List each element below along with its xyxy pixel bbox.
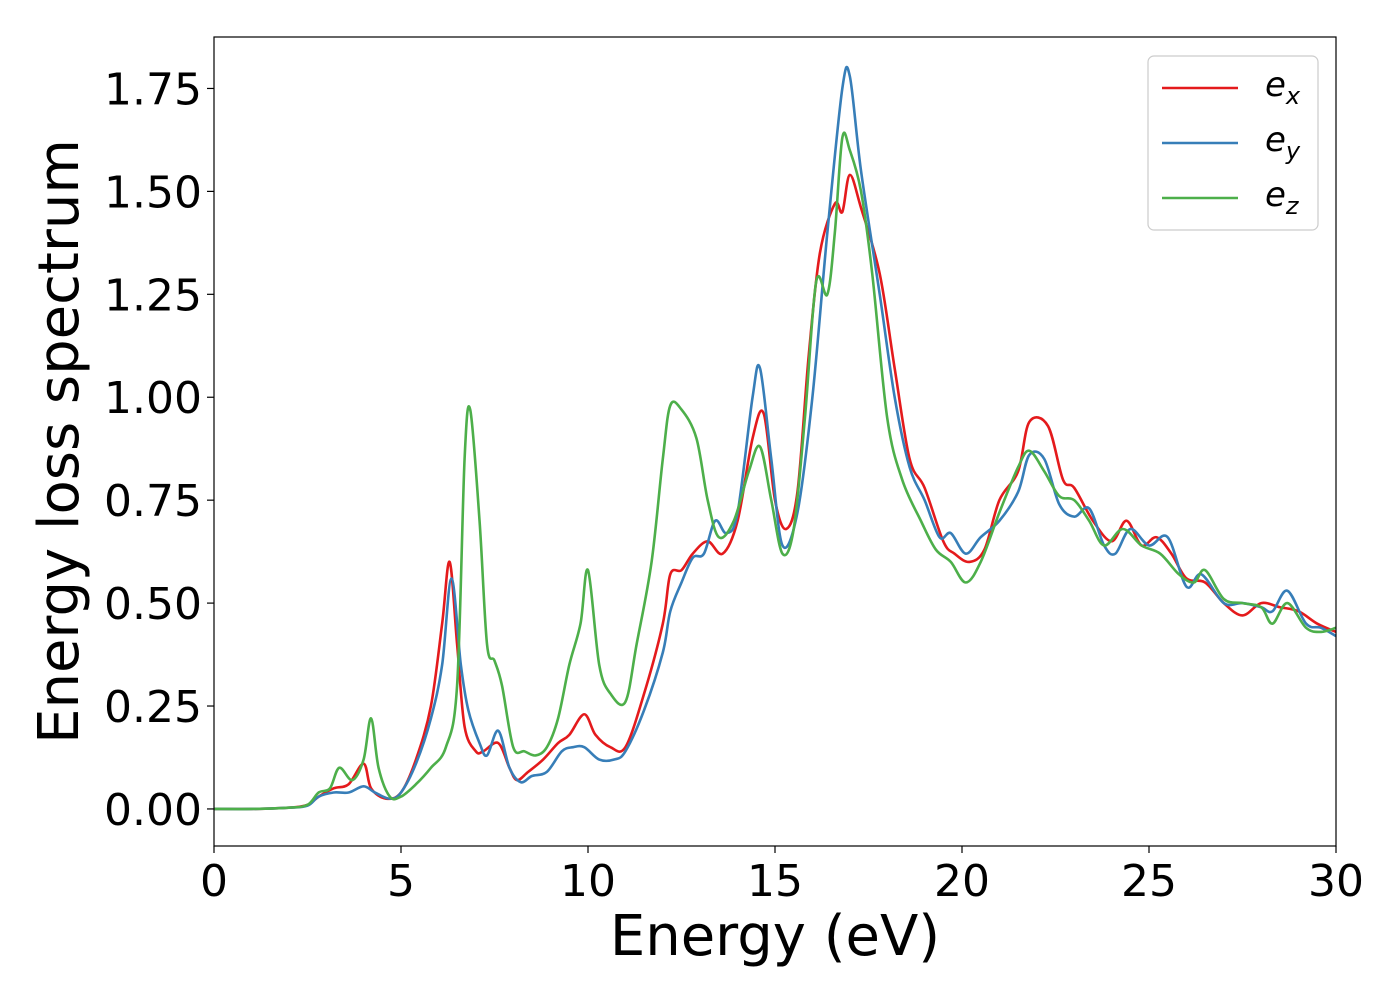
series-line-e-y bbox=[214, 65, 1336, 811]
x-tick-label: 30 bbox=[1308, 856, 1364, 907]
x-axis-label: Energy (eV) bbox=[610, 904, 940, 969]
legend-label-x: ex bbox=[1265, 65, 1301, 110]
y-tick-label: 1.50 bbox=[104, 167, 202, 218]
legend-label-y: ey bbox=[1265, 120, 1301, 165]
x-tick-label: 25 bbox=[1121, 856, 1177, 907]
y-axis-label: Energy loss spectrum bbox=[27, 139, 92, 744]
x-tick-label: 0 bbox=[200, 856, 228, 907]
y-tick-label: 1.25 bbox=[104, 270, 202, 321]
legend: ex ey ez bbox=[1147, 55, 1319, 231]
x-tick-label: 10 bbox=[560, 856, 616, 907]
series-line-e-z bbox=[214, 131, 1336, 811]
legend-label-z: ez bbox=[1265, 175, 1300, 220]
y-tick-label: 0.25 bbox=[104, 682, 202, 733]
series-lines bbox=[214, 65, 1336, 811]
y-tick-label: 0.50 bbox=[104, 579, 202, 630]
x-tick-label: 15 bbox=[747, 856, 803, 907]
x-axis-ticks: 0 5 10 15 20 25 30 bbox=[200, 846, 1364, 907]
series-line-e-x bbox=[214, 173, 1336, 811]
y-tick-label: 0.00 bbox=[104, 785, 202, 836]
x-tick-label: 20 bbox=[934, 856, 990, 907]
y-tick-label: 1.75 bbox=[104, 64, 202, 115]
y-axis-ticks: 0.00 0.25 0.50 0.75 1.00 1.25 1.50 1.75 bbox=[104, 64, 214, 836]
x-tick-label: 5 bbox=[387, 856, 415, 907]
y-tick-label: 0.75 bbox=[104, 476, 202, 527]
y-tick-label: 1.00 bbox=[104, 373, 202, 424]
